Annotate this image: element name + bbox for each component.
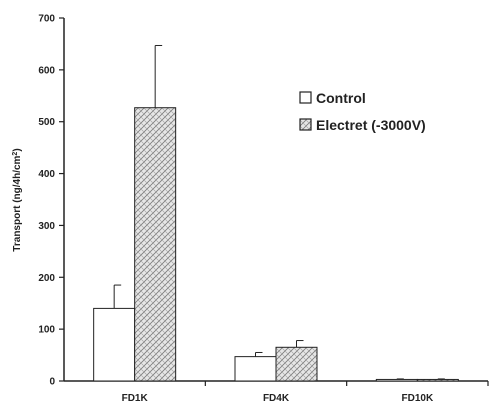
bars	[93, 107, 459, 382]
bar-electret-fd1k	[134, 107, 177, 382]
bar-control-fd1k	[93, 307, 136, 382]
y-tick-label: 100	[38, 325, 55, 336]
legend-label-control: Control	[316, 90, 366, 106]
y-tick-label: 500	[38, 117, 55, 128]
x-tick-label: FD4K	[263, 393, 290, 404]
legend: Control Electret (-3000V)	[299, 90, 426, 133]
y-tick-label: 600	[38, 65, 55, 76]
error-bars	[113, 44, 445, 380]
y-tick-label: 300	[38, 221, 55, 232]
bar-electret-fd10k	[416, 378, 459, 382]
x-tick-label: FD1K	[122, 393, 149, 404]
legend-swatch-electret	[299, 118, 312, 131]
y-tick-label: 200	[38, 273, 55, 284]
y-tick-label: 0	[49, 377, 55, 388]
y-tick-label: 400	[38, 169, 55, 180]
x-tick-label: FD10K	[401, 393, 433, 404]
y-tick-label: 700	[38, 14, 55, 25]
bar-electret-fd4k	[275, 346, 318, 382]
bar-control-fd10k	[375, 378, 418, 382]
y-axis-title: Transport (ng/4h/cm2)	[12, 148, 24, 251]
legend-swatch-control	[299, 91, 312, 104]
bar-control-fd4k	[234, 356, 277, 382]
legend-label-electret: Electret (-3000V)	[316, 117, 426, 133]
